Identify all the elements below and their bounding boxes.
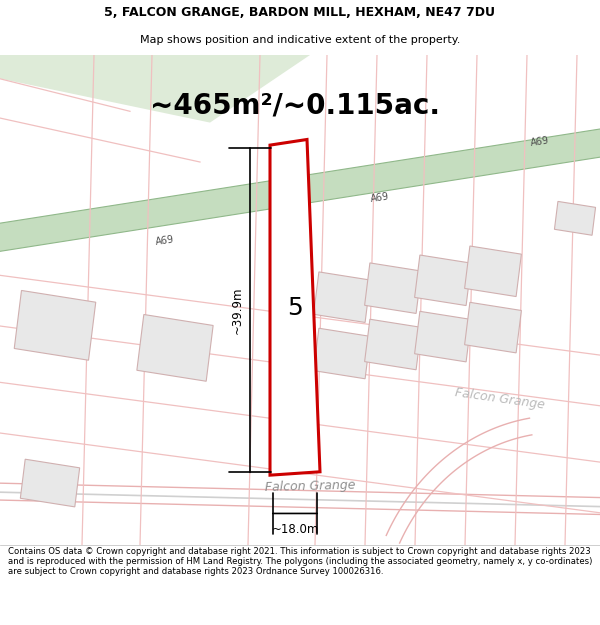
Polygon shape	[314, 328, 370, 379]
Text: A69: A69	[530, 136, 550, 148]
Polygon shape	[365, 319, 421, 370]
Polygon shape	[554, 201, 596, 235]
Text: Falcon Grange: Falcon Grange	[454, 386, 546, 411]
Text: ~465m²/~0.115ac.: ~465m²/~0.115ac.	[150, 92, 440, 120]
Polygon shape	[0, 128, 600, 252]
Text: A69: A69	[155, 234, 175, 247]
Text: Falcon Grange: Falcon Grange	[265, 479, 355, 494]
Polygon shape	[137, 314, 213, 381]
Text: ~39.9m: ~39.9m	[230, 287, 244, 334]
Polygon shape	[365, 263, 421, 314]
Polygon shape	[0, 55, 310, 123]
Polygon shape	[464, 302, 521, 353]
Text: A69: A69	[370, 192, 390, 204]
Text: Contains OS data © Crown copyright and database right 2021. This information is : Contains OS data © Crown copyright and d…	[8, 547, 592, 576]
Polygon shape	[415, 311, 472, 362]
Text: 5, FALCON GRANGE, BARDON MILL, HEXHAM, NE47 7DU: 5, FALCON GRANGE, BARDON MILL, HEXHAM, N…	[104, 6, 496, 19]
Polygon shape	[14, 291, 96, 360]
Text: ~18.0m: ~18.0m	[271, 522, 319, 536]
Polygon shape	[270, 139, 320, 475]
Text: Map shows position and indicative extent of the property.: Map shows position and indicative extent…	[140, 34, 460, 44]
Polygon shape	[314, 272, 370, 322]
Text: 5: 5	[287, 296, 303, 321]
Polygon shape	[20, 459, 80, 507]
Polygon shape	[464, 246, 521, 296]
Polygon shape	[415, 255, 472, 306]
